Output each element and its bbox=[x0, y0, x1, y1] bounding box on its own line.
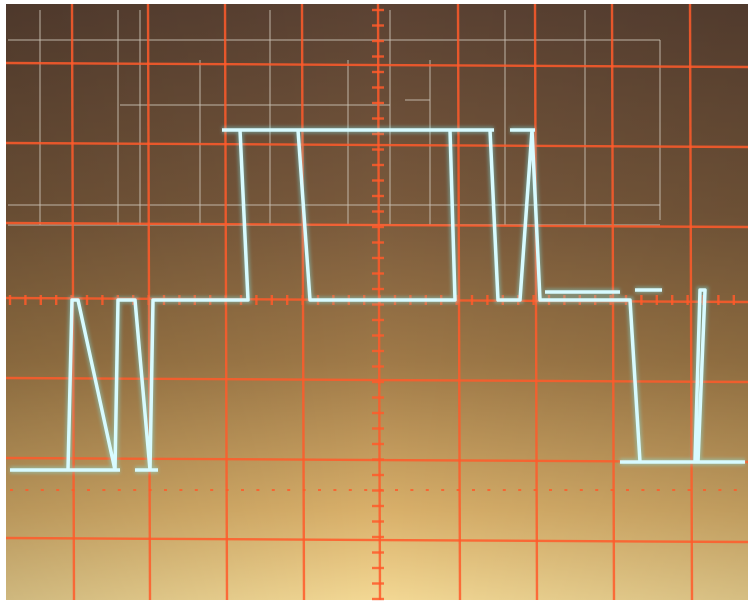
grid-horizontal bbox=[5, 536, 749, 544]
grid-horizontal bbox=[5, 141, 749, 149]
trace-line bbox=[10, 128, 745, 472]
signal-trace bbox=[10, 126, 745, 474]
grid-horizontal bbox=[5, 61, 749, 69]
grid-horizontal bbox=[5, 221, 749, 229]
grid-horizontal bbox=[5, 376, 749, 384]
grid-vertical bbox=[456, 3, 462, 601]
ghost-verticals bbox=[39, 10, 661, 225]
